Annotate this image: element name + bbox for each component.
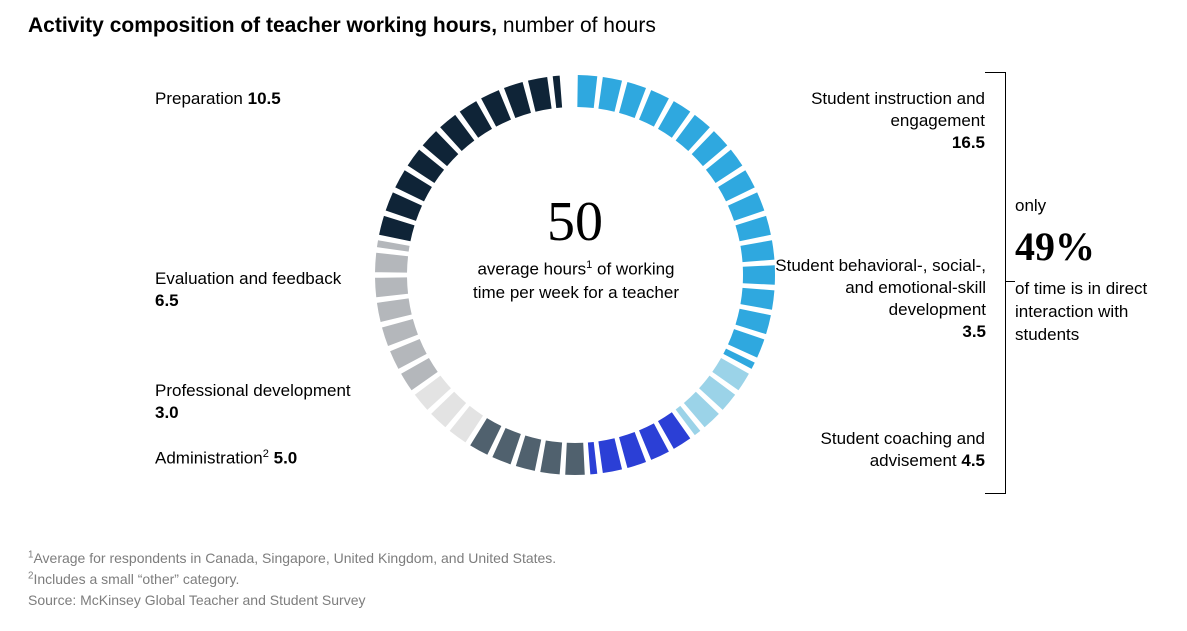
label-value-admin: 5.0: [274, 449, 298, 468]
footnote-2-text: Includes a small “other” category.: [33, 571, 239, 587]
label-admin: Administration2 5.0: [155, 447, 375, 470]
callout-bracket: [985, 72, 1006, 494]
donut-segment-instruction: [577, 75, 597, 108]
donut-segment-evalfeed: [375, 253, 408, 273]
donut-segment-instruction: [598, 77, 622, 112]
donut-segment-admin: [516, 435, 541, 470]
center-caption-pre: average hours: [477, 260, 586, 279]
donut-segment-coaching: [598, 438, 622, 473]
center-number: 50: [360, 190, 790, 254]
callout: only 49% of time is in direct interactio…: [1015, 195, 1165, 347]
label-text-profdev: Professional development: [155, 381, 351, 400]
label-value-profdev: 3.0: [155, 403, 179, 422]
donut-segment-admin: [565, 443, 585, 475]
label-evalfeed: Evaluation and feedback 6.5: [155, 268, 365, 312]
footnote-1-text: Average for respondents in Canada, Singa…: [33, 550, 556, 566]
label-profdev: Professional development 3.0: [155, 380, 375, 424]
label-value-instruction: 16.5: [952, 133, 985, 152]
label-value-evalfeed: 6.5: [155, 291, 179, 310]
footnote-source: Source: McKinsey Global Teacher and Stud…: [28, 590, 556, 611]
footnote-2: 2Includes a small “other” category.: [28, 569, 556, 590]
label-value-prep: 10.5: [248, 89, 281, 108]
donut-segment-prep: [553, 76, 562, 108]
label-prep: Preparation 10.5: [155, 88, 375, 110]
footnote-1: 1Average for respondents in Canada, Sing…: [28, 548, 556, 569]
label-text-evalfeed: Evaluation and feedback: [155, 269, 341, 288]
label-value-behavioral: 3.5: [962, 322, 986, 341]
donut-segment-coaching: [588, 442, 597, 474]
callout-post: of time is in direct interaction with st…: [1015, 279, 1147, 344]
donut-segment-evalfeed: [377, 298, 412, 322]
label-sup-admin: 2: [263, 448, 269, 460]
donut-segment-admin: [540, 440, 562, 474]
callout-percent: 49%: [1015, 220, 1165, 274]
label-text-prep: Preparation: [155, 89, 243, 108]
label-behavioral: Student behavioral-, social-, and emotio…: [766, 255, 986, 343]
chart-container: 50 average hours1 of working time per we…: [0, 0, 1187, 631]
label-instruction: Student instruction and engagement 16.5: [770, 88, 985, 154]
callout-bracket-tick: [1005, 281, 1015, 282]
callout-pre: only: [1015, 196, 1046, 215]
label-text-behavioral: Student behavioral-, social-, and emotio…: [775, 256, 986, 319]
label-text-admin: Administration: [155, 449, 263, 468]
label-value-coaching: 4.5: [961, 451, 985, 470]
label-text-instruction: Student instruction and engagement: [811, 89, 985, 130]
donut-segment-prep: [528, 77, 552, 112]
donut-segment-evalfeed: [375, 277, 408, 297]
footnotes: 1Average for respondents in Canada, Sing…: [28, 548, 556, 611]
label-coaching: Student coaching and advisement 4.5: [770, 428, 985, 472]
center-caption: average hours1 of working time per week …: [468, 258, 684, 305]
